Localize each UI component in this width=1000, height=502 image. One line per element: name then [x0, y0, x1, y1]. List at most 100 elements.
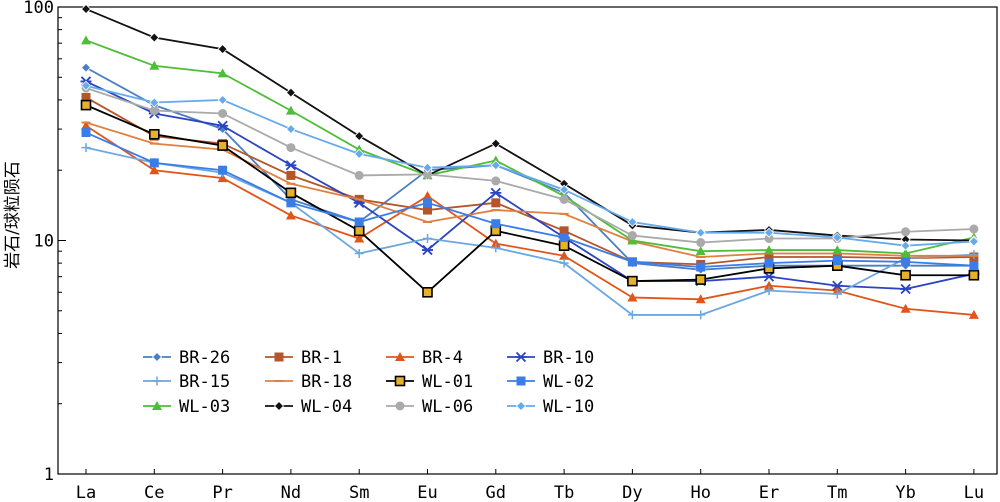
data-point	[286, 198, 296, 208]
legend-marker	[395, 352, 405, 361]
data-point	[423, 205, 432, 215]
data-point	[491, 198, 501, 208]
data-point	[354, 248, 364, 258]
data-point	[149, 158, 159, 168]
ticks-layer: 1 10 100 La Ce Pr Nd Sm Eu Gd Tb Dy Ho Er Tm Yb Lu	[23, 0, 984, 502]
y-tick-label: 1	[44, 465, 54, 485]
data-point	[764, 286, 774, 296]
data-point	[354, 148, 365, 159]
data-point	[968, 236, 979, 247]
series-br-4	[81, 120, 979, 319]
series-line	[85, 84, 974, 247]
legend-marker	[152, 401, 162, 410]
legend-item: BR-4	[386, 348, 463, 368]
data-point	[764, 280, 774, 290]
data-point	[900, 269, 911, 281]
data-point	[627, 275, 638, 287]
data-point	[217, 173, 228, 183]
x-tick-label: Tm	[827, 483, 847, 502]
legend-marker	[273, 400, 285, 412]
data-point	[149, 60, 160, 70]
series-wl-06	[81, 83, 979, 248]
data-point	[490, 155, 501, 165]
data-point	[695, 274, 707, 285]
data-point	[149, 128, 160, 140]
data-point	[696, 262, 706, 272]
data-point	[422, 191, 433, 201]
data-point	[764, 258, 774, 268]
legend-label: BR-18	[301, 372, 352, 392]
data-point	[81, 92, 91, 102]
data-point	[491, 243, 501, 253]
legend-label: WL-03	[179, 397, 230, 417]
data-point	[832, 232, 843, 243]
data-point	[353, 225, 365, 237]
series-line	[85, 125, 974, 316]
legend-label: WL-02	[543, 372, 594, 392]
x-tick-label: Dy	[622, 483, 642, 502]
data-point	[80, 80, 92, 91]
data-point	[149, 106, 159, 116]
x-tick-label: Gd	[486, 483, 506, 502]
legend-label: BR-4	[422, 348, 463, 368]
x-tick-label: Pr	[212, 483, 232, 502]
legend-item: WL-04	[265, 397, 352, 417]
data-point	[969, 250, 979, 260]
x-tick-label: Tb	[554, 483, 574, 502]
legend-label: WL-06	[422, 397, 473, 417]
legend-marker	[515, 400, 527, 412]
data-point	[696, 238, 706, 248]
legend-item: WL-10	[507, 397, 594, 417]
data-point	[285, 87, 296, 98]
data-point	[558, 240, 570, 252]
y-tick-label: 10	[34, 232, 54, 252]
data-point	[764, 233, 774, 243]
data-point	[559, 226, 569, 236]
x-tick-label: Ho	[690, 483, 710, 502]
legend-label: BR-15	[179, 372, 230, 392]
data-point	[763, 271, 775, 282]
data-point	[900, 283, 912, 295]
data-point	[81, 128, 91, 138]
series-line	[85, 131, 974, 268]
data-point	[217, 140, 228, 151]
data-point	[422, 287, 433, 298]
legend-item: BR-15	[143, 372, 230, 392]
data-point	[900, 240, 911, 251]
legend-label: WL-10	[543, 397, 594, 417]
legend-label: WL-01	[422, 372, 473, 392]
data-point	[969, 224, 979, 234]
data-point	[81, 120, 91, 130]
data-point	[422, 162, 433, 173]
data-point	[627, 231, 637, 241]
data-point	[80, 3, 92, 15]
data-point	[80, 99, 92, 111]
data-point	[832, 289, 842, 299]
data-point	[354, 217, 364, 227]
series-line	[85, 96, 974, 266]
data-point	[491, 176, 501, 186]
data-point	[559, 250, 570, 260]
series-wl-02	[81, 128, 979, 272]
data-point	[559, 184, 570, 195]
y-axis-label: 岩石/球粒陨石	[3, 161, 23, 269]
x-tick-label: Nd	[281, 483, 301, 502]
series-line	[85, 146, 974, 316]
data-point	[218, 165, 228, 175]
data-point	[285, 105, 296, 115]
data-point	[832, 245, 843, 255]
data-point	[763, 227, 775, 238]
data-point	[80, 62, 92, 73]
series-wl-10	[80, 80, 979, 251]
data-point	[764, 245, 774, 255]
legend-marker	[515, 351, 527, 363]
legend-marker	[274, 352, 284, 362]
series-br-1	[81, 92, 979, 269]
legend-marker	[152, 376, 162, 386]
data-point	[217, 44, 228, 55]
legend-item: WL-03	[143, 397, 230, 417]
legend-item: WL-01	[386, 372, 473, 392]
legend-marker	[395, 401, 405, 411]
x-tick-label: Er	[759, 483, 779, 502]
